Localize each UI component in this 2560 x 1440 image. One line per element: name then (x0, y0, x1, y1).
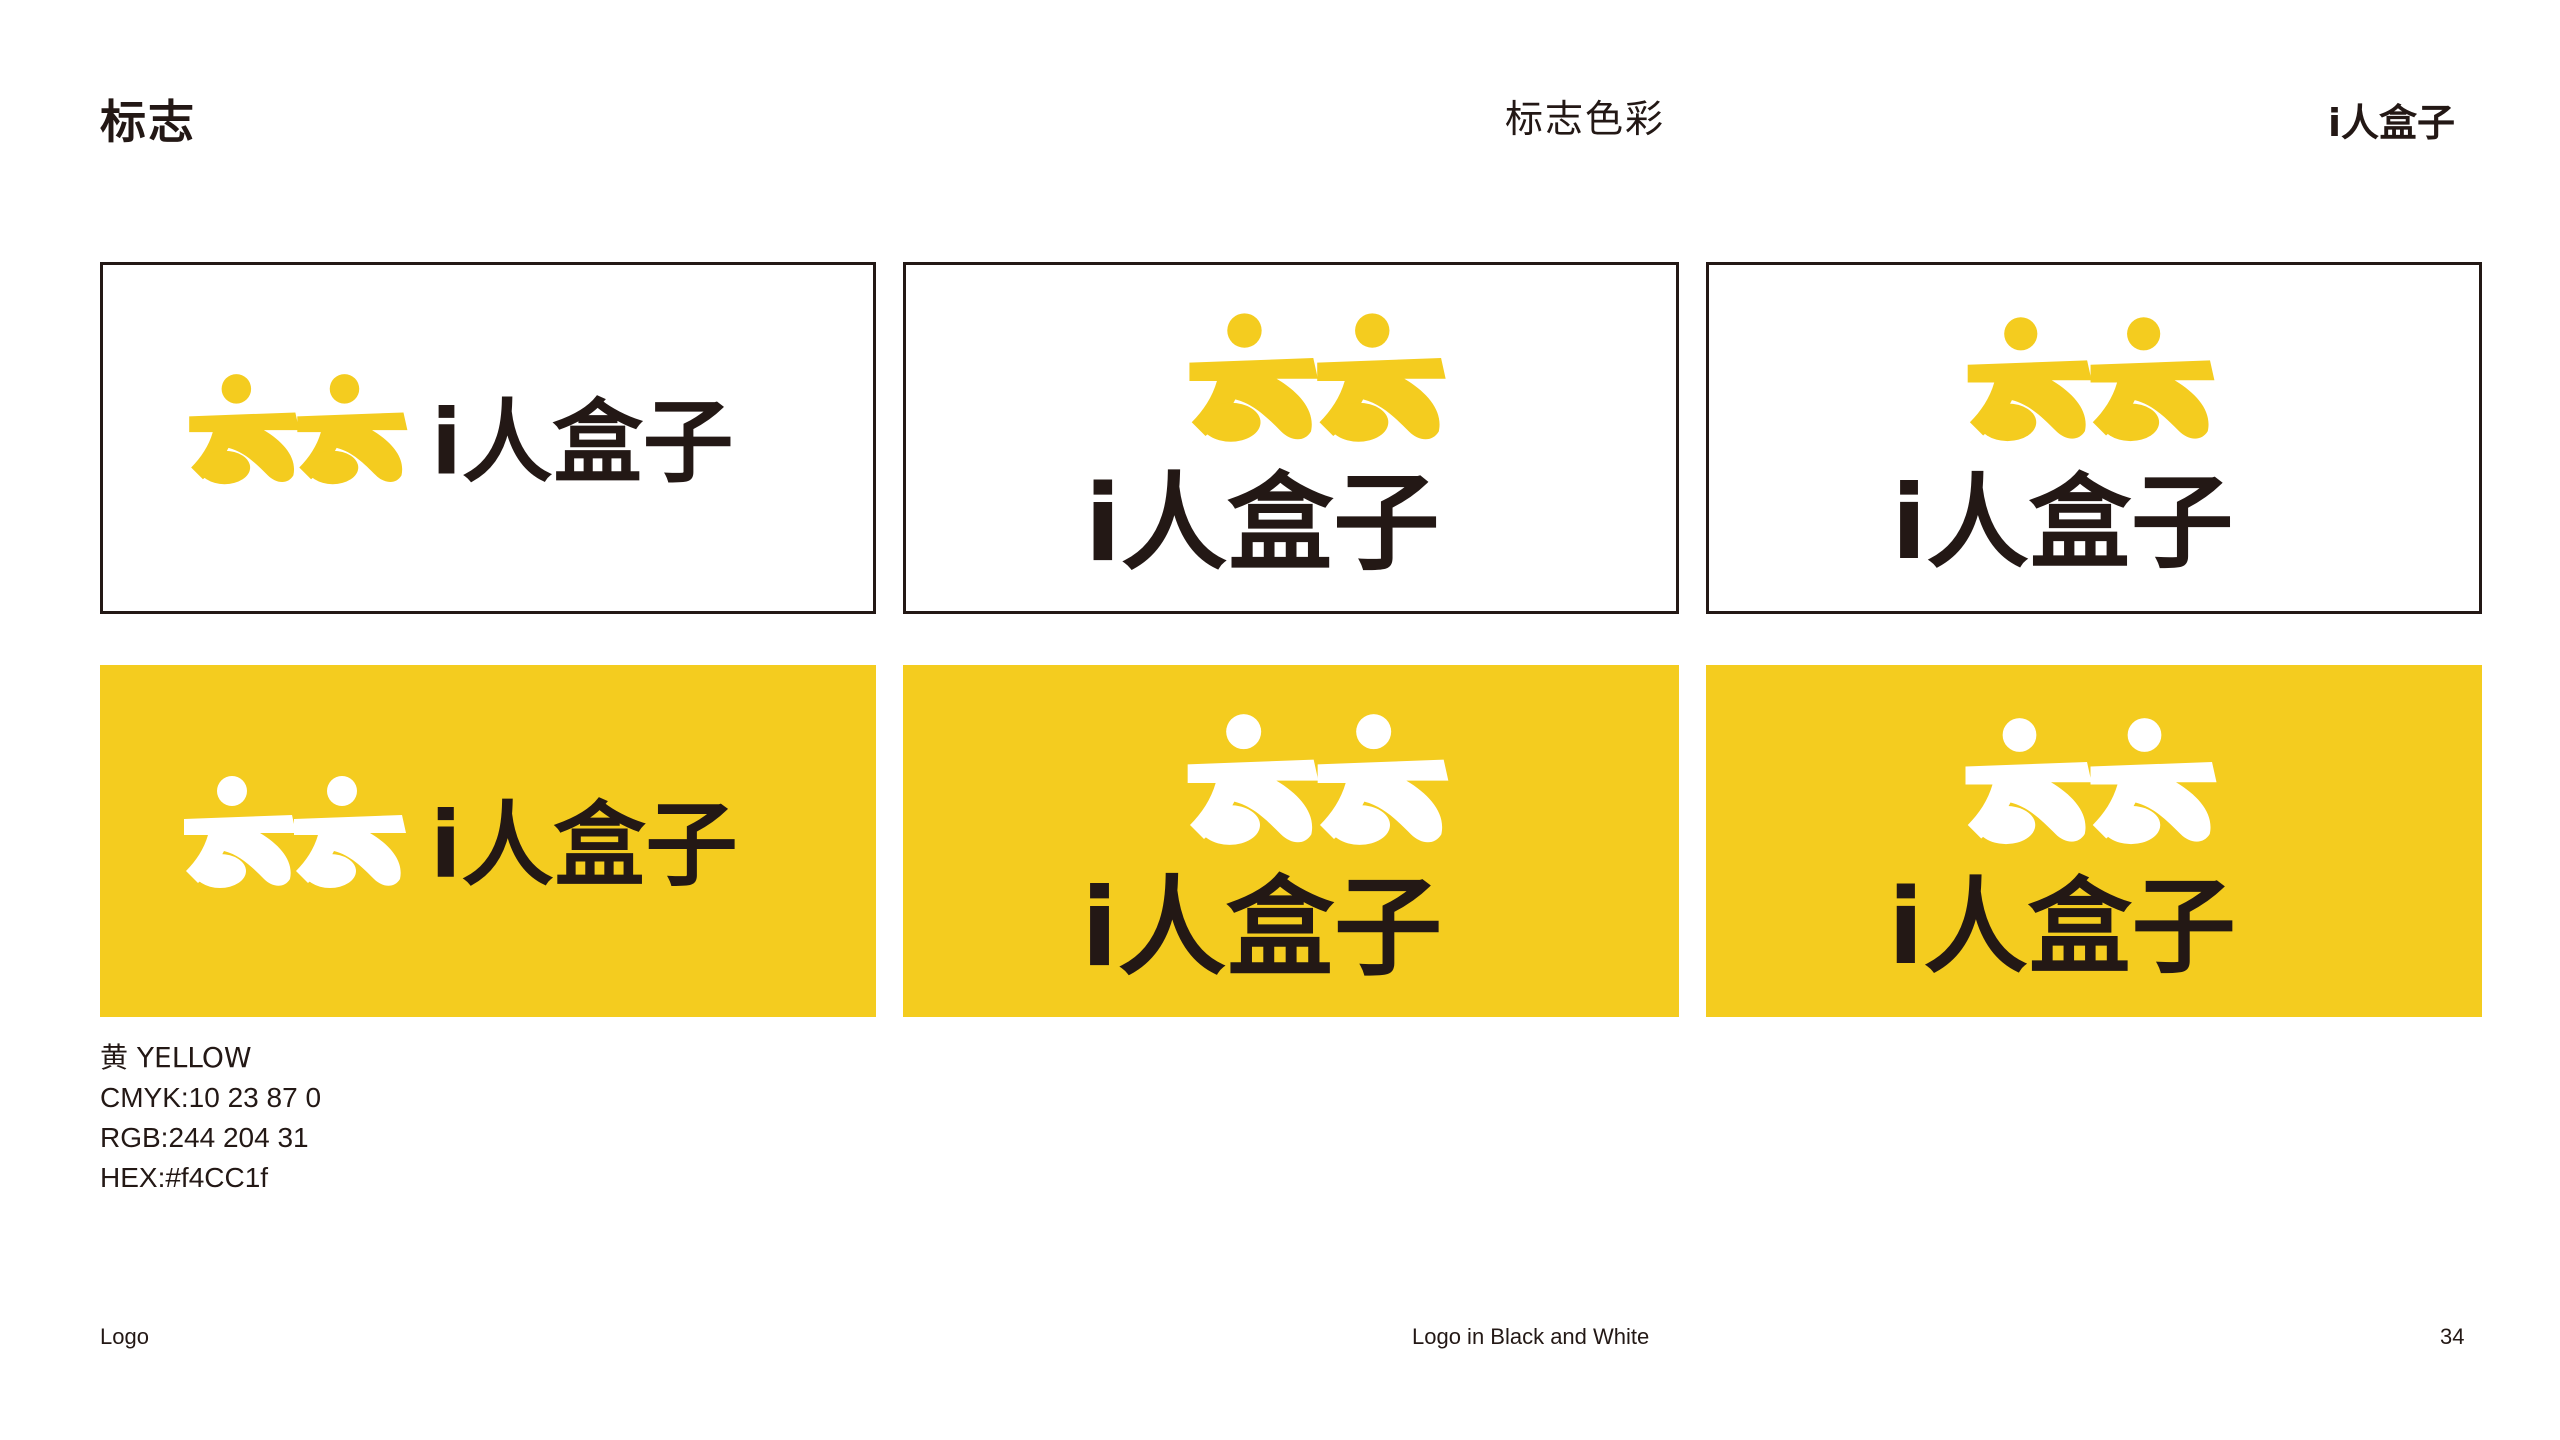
wordmark: i人盒子 (1888, 866, 2236, 988)
person-mark-icon (1189, 313, 1446, 442)
logo-panel-white-horizontal: i人盒子 (100, 262, 876, 614)
wordmark: i人盒子 (1892, 464, 2234, 583)
page-title: 标志色彩 (1505, 97, 1666, 141)
wordmark: i人盒子 (1085, 462, 1440, 586)
wordmark: i人盒子 (430, 792, 738, 899)
person-mark-icon (189, 374, 408, 485)
logo-lockup-stacked: i人盒子 (1888, 718, 2236, 988)
logo-panel-white-stacked-2: i人盒子 (1706, 262, 2482, 614)
footer-section-label: Logo (100, 1324, 149, 1349)
logo-panel-yellow-stacked-1: i人盒子 (903, 665, 1679, 1017)
color-rgb: RGB:244 204 31 (100, 1122, 309, 1153)
page-number: 34 (2440, 1324, 2465, 1349)
logo-lockup-horizontal: i人盒子 (184, 776, 738, 899)
color-cmyk: CMYK:10 23 87 0 (100, 1082, 322, 1113)
person-mark-icon (1967, 317, 2215, 442)
color-name: 黄 YELLOW (100, 1041, 252, 1074)
person-mark-icon (1187, 714, 1449, 845)
logo-lockup-horizontal: i人盒子 (189, 374, 733, 495)
section-title: 标志 (100, 95, 196, 149)
color-spec: 黄 YELLOW CMYK:10 23 87 0 RGB:244 204 31 … (100, 1038, 321, 1198)
logo-lockup-stacked: i人盒子 (1892, 317, 2234, 583)
logo-lockup-stacked: i人盒子 (1081, 714, 1449, 991)
brand-logo-icon: i人盒子 (2328, 101, 2455, 142)
footer-page-subtitle: Logo in Black and White (1412, 1324, 1650, 1349)
logo-panel-white-stacked-1: i人盒子 (903, 262, 1679, 614)
wordmark: i人盒子 (431, 390, 733, 495)
wordmark: i人盒子 (1081, 866, 1442, 991)
logo-panel-yellow-horizontal: i人盒子 (100, 665, 876, 1017)
person-mark-icon (184, 776, 406, 888)
logo-panel-yellow-stacked-2: i人盒子 (1706, 665, 2482, 1017)
logo-lockup-stacked: i人盒子 (1085, 313, 1446, 586)
color-hex: HEX:#f4CC1f (100, 1162, 269, 1193)
person-mark-icon (1965, 718, 2217, 845)
svg-text:i人盒子: i人盒子 (2328, 101, 2455, 142)
